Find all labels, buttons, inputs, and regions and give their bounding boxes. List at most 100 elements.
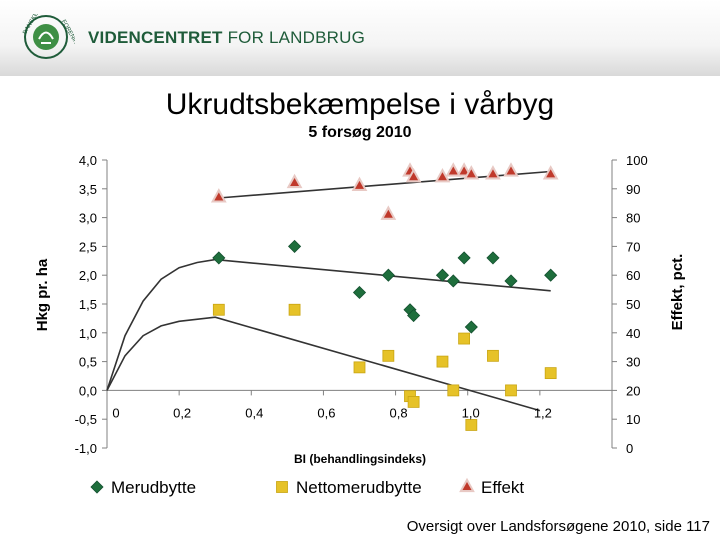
triangle-core: [355, 180, 364, 189]
merudbytte-point: [457, 251, 471, 265]
merudbytte-point: [435, 268, 450, 282]
triangle-core: [409, 172, 419, 181]
effekt-point: [485, 165, 501, 180]
merudbytte-point: [446, 274, 460, 288]
y2-tick-label: 90: [626, 182, 640, 197]
merudbytte-point: [504, 274, 518, 288]
legend-label-merudbytte: Merudbytte: [111, 478, 196, 497]
effekt-point: [434, 167, 451, 183]
nettomerudbytte-point: [505, 384, 517, 397]
triangle-core: [462, 482, 472, 490]
axis-labels: 4,03,53,02,52,01,51,00,50,0-0,5-1,010090…: [34, 153, 686, 466]
y2-tick-label: 10: [626, 412, 640, 427]
y-tick-label: 0,0: [79, 383, 97, 398]
trend-line-effekt: [218, 170, 551, 199]
triangle-core: [506, 166, 516, 175]
y2-axis-title: Effekt, pct.: [669, 254, 686, 331]
x-axis-title: BI (behandlingsindeks): [294, 452, 426, 466]
y2-tick-label: 100: [626, 153, 648, 168]
data-points: [210, 162, 559, 431]
legend-marker-effekt: [459, 477, 475, 493]
triangle-core: [459, 166, 469, 175]
trend-line-nettomerudbytte: [106, 316, 541, 412]
organization-logo: DANSKE FORENING: [22, 14, 75, 59]
slide-title: Ukrudtsbekæmpelse i vårbyg: [165, 88, 555, 121]
merudbytte-point: [381, 268, 395, 282]
y-tick-label: -1,0: [75, 441, 97, 456]
y2-tick-label: 30: [626, 355, 640, 370]
x-tick-label: 1,2: [534, 405, 552, 420]
merudbytte-point: [544, 268, 558, 282]
y2-tick-label: 60: [626, 268, 640, 283]
x-tick-label: 1,0: [462, 405, 480, 420]
effekt-point: [456, 162, 472, 177]
nettomerudbytte-point: [465, 419, 478, 431]
effekt-point: [380, 205, 397, 220]
y-tick-label: 1,5: [79, 297, 97, 312]
nettomerudbytte-point: [212, 303, 225, 316]
merudbytte-point: [486, 251, 500, 265]
merudbytte-point: [464, 320, 478, 334]
nettomerudbytte-point: [382, 349, 395, 362]
merudbytte-point: [352, 285, 367, 300]
footer-source: Oversigt over Landsforsøgene 2010, side …: [406, 518, 710, 535]
triangle-core: [290, 178, 300, 187]
x-tick-label: 0,8: [390, 405, 408, 420]
y-tick-label: 2,5: [79, 239, 97, 254]
triangle-core: [488, 169, 498, 178]
effekt-point: [351, 176, 368, 192]
effekt-point: [542, 165, 559, 180]
brand-bold: VIDENCENTRET: [88, 28, 223, 47]
effekt-point: [405, 167, 422, 183]
legend-marker-merudbytte: [90, 480, 104, 494]
merudbytte-point: [212, 251, 226, 265]
x-tick-label: 0: [112, 405, 119, 420]
legend-label-nettomerudbytte: Nettomerudbytte: [296, 478, 422, 497]
y2-tick-label: 20: [626, 383, 640, 398]
y2-tick-label: 80: [626, 211, 640, 226]
triangle-core: [383, 209, 393, 218]
y2-tick-label: 0: [626, 441, 633, 456]
triangle-core: [546, 169, 556, 178]
x-tick-label: 0,4: [245, 405, 263, 420]
trend-line-merudbytte: [106, 258, 551, 391]
legend-marker-nettomerudbytte: [276, 481, 288, 493]
nettomerudbytte-point: [458, 332, 471, 345]
x-tick-label: 0,6: [317, 405, 335, 420]
y-tick-label: 3,0: [79, 211, 97, 226]
merudbytte-point: [407, 308, 421, 323]
nettomerudbytte-point: [407, 396, 420, 408]
effekt-point: [210, 188, 227, 203]
chart-axes: [102, 159, 617, 449]
slide-subtitle: 5 forsøg 2010: [308, 124, 412, 141]
legend-label-effekt: Effekt: [481, 478, 524, 497]
x-tick-label: 0,2: [173, 405, 191, 420]
effekt-point: [503, 162, 519, 177]
nettomerudbytte-point: [487, 349, 499, 362]
y-tick-label: 3,5: [79, 182, 97, 197]
y-axis-title: Hkg pr. ha: [34, 258, 51, 331]
triangle-core: [214, 192, 224, 201]
effekt-point: [445, 162, 462, 177]
y2-tick-label: 40: [626, 326, 640, 341]
merudbytte-point: [288, 239, 302, 253]
nettomerudbytte-point: [436, 355, 449, 368]
y-tick-label: 1,0: [79, 326, 97, 341]
triangle-core: [466, 169, 476, 178]
effekt-point: [463, 165, 480, 180]
brand-rest: FOR LANDBRUG: [222, 28, 366, 47]
brand-name: VIDENCENTRET FOR LANDBRUG: [88, 28, 365, 48]
header-bar: DANSKE FORENING VIDENCENTRET FOR LANDBRU…: [0, 0, 720, 76]
y-tick-label: 2,0: [79, 268, 97, 283]
y2-tick-label: 50: [626, 297, 640, 312]
y-tick-label: -0,5: [75, 412, 97, 427]
y-tick-label: 4,0: [79, 153, 97, 168]
nettomerudbytte-point: [288, 303, 301, 316]
trend-lines: [106, 170, 551, 412]
nettomerudbytte-point: [353, 361, 366, 374]
nettomerudbytte-point: [447, 384, 460, 397]
triangle-core: [437, 172, 447, 181]
effekt-point: [286, 173, 303, 189]
y2-tick-label: 70: [626, 239, 640, 254]
